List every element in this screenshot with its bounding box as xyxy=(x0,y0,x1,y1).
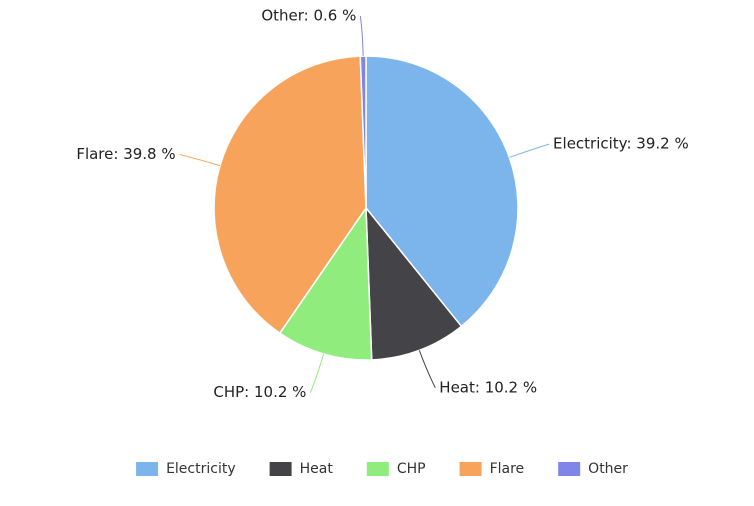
data-label: Electricity: 39.2 % xyxy=(553,135,689,153)
legend-label[interactable]: Flare xyxy=(490,461,525,477)
legend-label[interactable]: CHP xyxy=(397,461,426,477)
legend-label[interactable]: Heat xyxy=(300,461,334,477)
legend-swatch xyxy=(269,462,292,476)
connector xyxy=(509,143,550,158)
data-label: Other: 0.6 % xyxy=(261,7,356,25)
connector xyxy=(418,350,436,389)
legend-label[interactable]: Electricity xyxy=(166,461,236,477)
data-label: CHP: 10.2 % xyxy=(213,383,306,401)
legend-swatch xyxy=(459,462,482,476)
connector xyxy=(309,353,325,393)
connector xyxy=(359,15,364,57)
pie-slice xyxy=(365,205,463,361)
data-label: Heat: 10.2 % xyxy=(439,378,537,396)
legend-label[interactable]: Other xyxy=(588,461,628,477)
connector xyxy=(179,153,221,167)
legend-swatch xyxy=(558,462,581,476)
pie-slice xyxy=(365,55,519,328)
legend-swatch xyxy=(366,462,389,476)
legend-swatch xyxy=(136,462,159,476)
data-label: Flare: 39.8 % xyxy=(76,145,175,163)
pie-slice xyxy=(213,55,367,335)
